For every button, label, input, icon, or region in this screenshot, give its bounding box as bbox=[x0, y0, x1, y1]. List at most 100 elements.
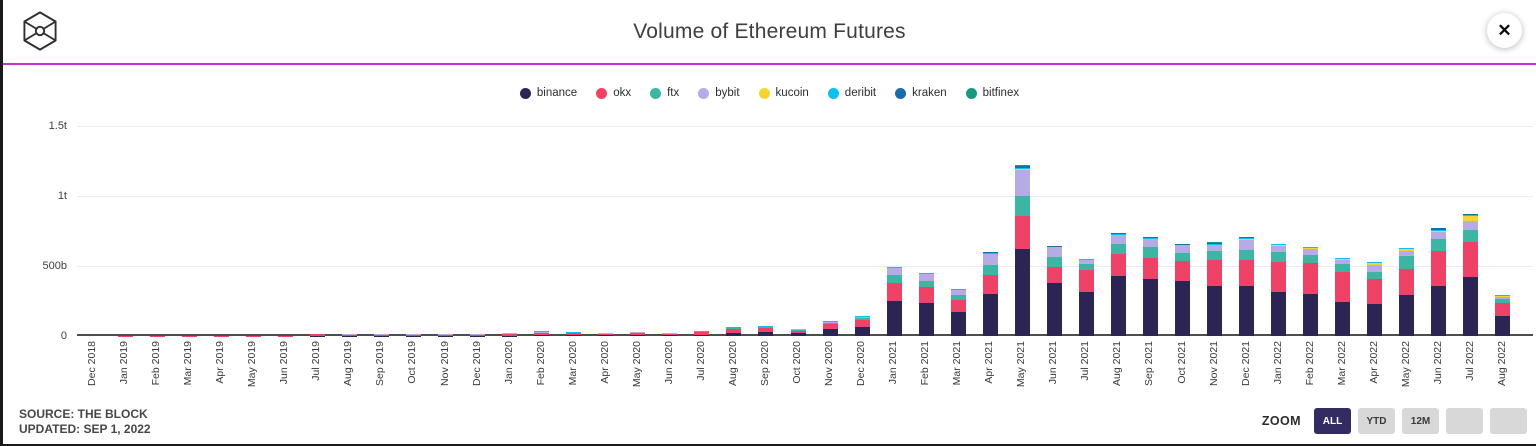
bar-jun-2022[interactable] bbox=[1431, 126, 1447, 336]
bar-nov-2019[interactable] bbox=[438, 126, 453, 336]
legend-item-bybit[interactable]: bybit bbox=[698, 87, 740, 99]
bar-feb-2020[interactable] bbox=[534, 126, 550, 336]
bar-segment-ftx bbox=[854, 318, 870, 321]
bar-segment-kucoin bbox=[1431, 230, 1447, 233]
bar-jul-2021[interactable] bbox=[1078, 126, 1094, 336]
legend-item-deribit[interactable]: deribit bbox=[827, 87, 876, 99]
bar-segment-ftx bbox=[1014, 196, 1030, 216]
legend-item-okx[interactable]: okx bbox=[596, 87, 631, 99]
bar-segment-ftx bbox=[630, 332, 646, 333]
bar-dec-2019[interactable] bbox=[470, 126, 486, 336]
bar-segment-binance bbox=[1399, 295, 1415, 336]
bar-segment-okx bbox=[982, 275, 998, 294]
bar-segment-bybit bbox=[694, 330, 710, 332]
bar-segment-deribit bbox=[918, 273, 934, 274]
bar-apr-2019[interactable] bbox=[213, 126, 229, 336]
x-axis-label: Aug 2019 bbox=[342, 341, 355, 386]
bar-aug-2019[interactable] bbox=[341, 126, 357, 336]
bar-mar-2019[interactable] bbox=[181, 126, 197, 336]
bar-segment-okx bbox=[918, 287, 934, 304]
legend-marker-deribit bbox=[827, 87, 839, 99]
bar-apr-2022[interactable] bbox=[1367, 126, 1383, 336]
zoom-button-blank[interactable] bbox=[1490, 408, 1527, 434]
bar-segment-binance bbox=[694, 334, 710, 336]
bar-may-2020[interactable] bbox=[630, 126, 646, 336]
bar-jun-2019[interactable] bbox=[277, 126, 293, 336]
bar-segment-ftx bbox=[950, 294, 966, 300]
bar-segment-bybit bbox=[566, 332, 582, 333]
bar-dec-2021[interactable] bbox=[1239, 126, 1255, 336]
bar-may-2022[interactable] bbox=[1399, 126, 1415, 336]
x-axis-label: Jul 2022 bbox=[1463, 341, 1476, 381]
legend-item-binance[interactable]: binance bbox=[519, 87, 577, 99]
bar-segment-bybit bbox=[1303, 248, 1319, 255]
bar-sep-2019[interactable] bbox=[373, 126, 389, 336]
bar-feb-2022[interactable] bbox=[1303, 126, 1319, 336]
bar-mar-2022[interactable] bbox=[1335, 126, 1351, 336]
bar-jul-2020[interactable] bbox=[694, 126, 710, 336]
zoom-button-ytd[interactable]: YTD bbox=[1358, 408, 1395, 434]
bar-apr-2021[interactable] bbox=[982, 126, 998, 336]
bar-jul-2019[interactable] bbox=[309, 126, 325, 336]
bar-segment-deribit bbox=[1271, 243, 1287, 245]
zoom-button-12m[interactable]: 12M bbox=[1402, 408, 1439, 434]
legend-item-kraken[interactable]: kraken bbox=[895, 87, 947, 99]
bar-may-2019[interactable] bbox=[245, 126, 261, 336]
bar-dec-2020[interactable] bbox=[854, 126, 870, 336]
zoom-button-all[interactable]: ALL bbox=[1314, 408, 1351, 434]
bar-jun-2021[interactable] bbox=[1046, 126, 1062, 336]
bar-segment-bybit bbox=[1239, 240, 1255, 250]
bar-dec-2018[interactable] bbox=[86, 126, 101, 336]
x-axis-label: Jun 2019 bbox=[278, 341, 291, 385]
close-button[interactable]: ✕ bbox=[1487, 13, 1522, 48]
bar-segment-okx bbox=[630, 332, 646, 336]
source-text: SOURCE: THE BLOCK bbox=[19, 407, 148, 421]
bar-segment-okx bbox=[213, 335, 229, 336]
bar-may-2021[interactable] bbox=[1014, 126, 1030, 336]
bar-jan-2022[interactable] bbox=[1271, 126, 1287, 336]
bar-segment-binance bbox=[1367, 303, 1383, 336]
bar-segment-ftx bbox=[1271, 252, 1287, 262]
bar-aug-2021[interactable] bbox=[1110, 126, 1126, 336]
bar-feb-2021[interactable] bbox=[918, 126, 934, 336]
legend-item-kucoin[interactable]: kucoin bbox=[758, 87, 809, 99]
bar-nov-2020[interactable] bbox=[822, 126, 838, 336]
bar-jul-2022[interactable] bbox=[1463, 126, 1479, 336]
bar-oct-2021[interactable] bbox=[1175, 126, 1191, 336]
bar-segment-ftx bbox=[1303, 254, 1319, 263]
bar-sep-2020[interactable] bbox=[758, 126, 774, 336]
bar-jun-2020[interactable] bbox=[662, 126, 678, 336]
bar-mar-2021[interactable] bbox=[950, 126, 966, 336]
bar-mar-2020[interactable] bbox=[566, 126, 582, 336]
bar-segment-kraken bbox=[1110, 232, 1126, 234]
bar-segment-bybit bbox=[790, 329, 806, 330]
bar-jan-2019[interactable] bbox=[117, 126, 133, 336]
bar-jan-2021[interactable] bbox=[886, 126, 902, 336]
bar-segment-deribit bbox=[758, 325, 774, 327]
x-axis-label: Sep 2020 bbox=[758, 341, 771, 386]
bar-segment-binance bbox=[1239, 286, 1255, 336]
bar-aug-2020[interactable] bbox=[726, 126, 742, 336]
bar-segment-deribit bbox=[1207, 244, 1223, 245]
bar-oct-2020[interactable] bbox=[790, 126, 806, 336]
bar-segment-ftx bbox=[566, 332, 582, 333]
legend-item-bitfinex[interactable]: bitfinex bbox=[965, 87, 1019, 99]
bar-segment-deribit bbox=[854, 315, 870, 317]
bar-nov-2021[interactable] bbox=[1207, 126, 1223, 336]
bar-aug-2022[interactable] bbox=[1495, 126, 1511, 336]
zoom-button-blank[interactable] bbox=[1446, 408, 1483, 434]
bar-segment-deribit bbox=[1078, 259, 1094, 260]
bar-oct-2019[interactable] bbox=[405, 126, 421, 336]
the-block-logo-icon bbox=[23, 11, 57, 51]
bar-jan-2020[interactable] bbox=[502, 126, 518, 336]
x-axis-label: Dec 2018 bbox=[86, 341, 99, 386]
legend-item-ftx[interactable]: ftx bbox=[650, 87, 679, 99]
bar-feb-2019[interactable] bbox=[149, 126, 165, 336]
bar-segment-okx bbox=[758, 327, 774, 333]
bar-sep-2021[interactable] bbox=[1142, 126, 1158, 336]
bar-segment-bybit bbox=[758, 326, 774, 327]
bar-segment-okx bbox=[1110, 254, 1126, 276]
bar-segment-okx bbox=[277, 335, 293, 336]
bar-apr-2020[interactable] bbox=[598, 126, 614, 336]
bar-segment-bybit bbox=[854, 316, 870, 319]
